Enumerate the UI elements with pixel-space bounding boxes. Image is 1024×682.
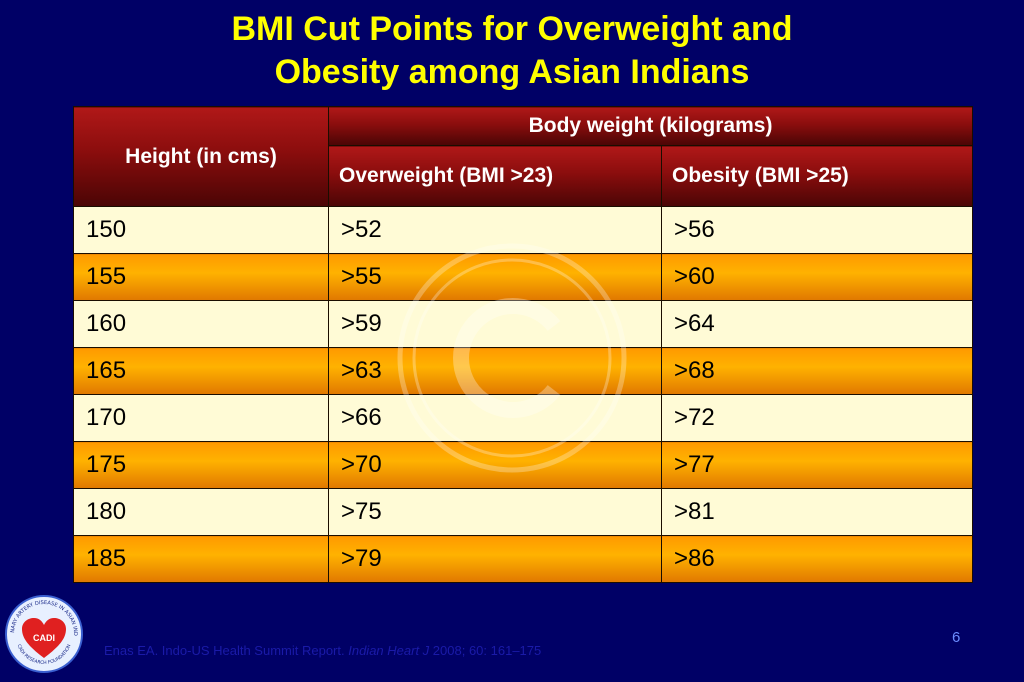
bmi-table: Height (in cms) Body weight (kilograms) … [73,106,974,583]
overweight-cell: >55 [328,253,662,301]
overweight-cell: >63 [328,347,662,395]
obesity-cell: >60 [660,253,974,301]
height-cell: 150 [73,206,329,254]
citation: Enas EA. Indo-US Health Summit Report. I… [104,643,541,658]
table-row: 185 >79 >86 [73,535,974,583]
height-cell: 160 [73,300,329,348]
overweight-cell: >52 [328,206,662,254]
obesity-cell: >68 [660,347,974,395]
table-row: 170 >66 >72 [73,394,974,442]
slide-title-line-2: Obesity among Asian Indians [274,53,750,91]
table-row: 155 >55 >60 [73,253,974,301]
height-cell: 170 [73,394,329,442]
cadi-logo-icon: CORONARY ARTERY DISEASE IN ASIAN INDIANS… [4,594,83,673]
body-weight-header: Body weight (kilograms) [327,106,974,146]
obesity-cell: >72 [660,394,974,442]
obesity-header: Obesity (BMI >25) [660,145,974,207]
citation-authors: Enas EA. Indo-US Health Summit Report. [104,643,345,658]
slide-title-line-1: BMI Cut Points for Overweight and [231,10,793,48]
overweight-cell: >75 [328,488,662,536]
obesity-cell: >77 [660,441,974,489]
obesity-cell: >81 [660,488,974,536]
height-cell: 180 [73,488,329,536]
height-cell: 175 [73,441,329,489]
obesity-cell: >56 [660,206,974,254]
citation-details: 2008; 60: 161–175 [432,643,542,658]
citation-journal: Indian Heart J [348,643,430,658]
overweight-header: Overweight (BMI >23) [328,145,662,207]
table-row: 175 >70 >77 [73,441,974,489]
obesity-cell: >86 [660,535,974,583]
overweight-cell: >66 [328,394,662,442]
slide-title: BMI Cut Points for Overweight and Obesit… [0,8,1024,94]
height-cell: 165 [73,347,329,395]
page-number: 6 [952,629,961,646]
overweight-cell: >70 [328,441,662,489]
height-cell: 185 [73,535,329,583]
table-row: 180 >75 >81 [73,488,974,536]
overweight-cell: >79 [328,535,662,583]
table-row: 150 >52 >56 [73,206,974,254]
height-header: Height (in cms) [73,106,329,207]
obesity-cell: >64 [660,300,974,348]
svg-text:CADI: CADI [33,633,55,643]
height-cell: 155 [73,253,329,301]
overweight-cell: >59 [328,300,662,348]
table-row: 165 >63 >68 [73,347,974,395]
table-row: 160 >59 >64 [73,300,974,348]
